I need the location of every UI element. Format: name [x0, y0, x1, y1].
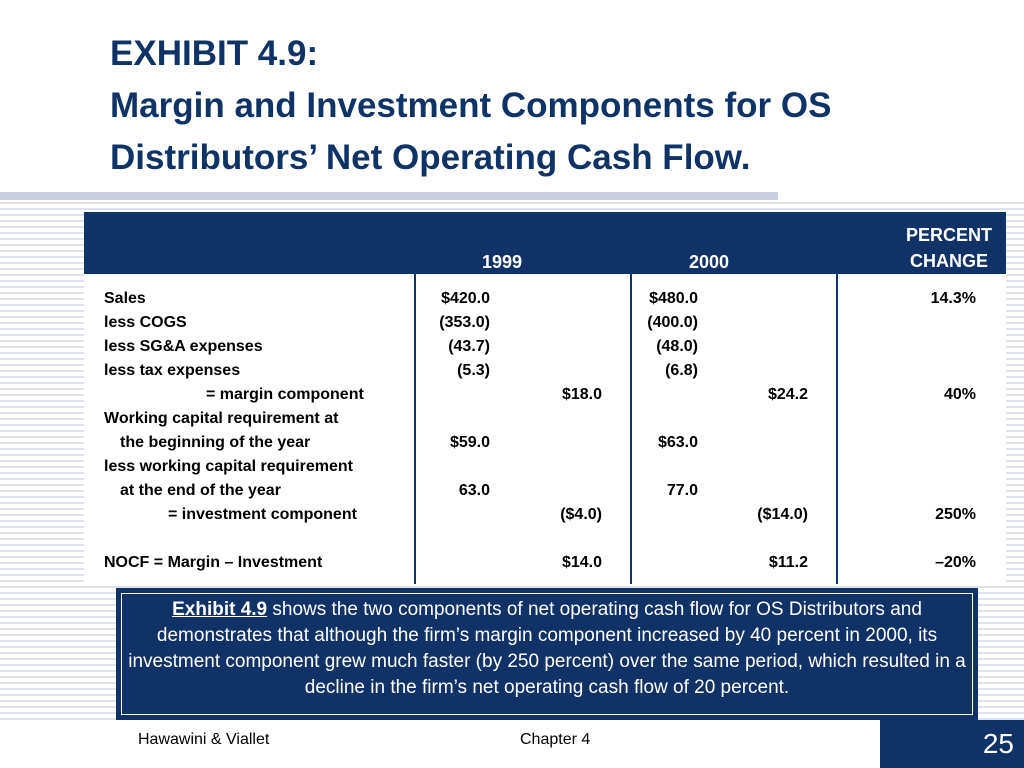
row-label: less tax expenses [104, 362, 241, 379]
header-2000: 2000 [689, 252, 730, 272]
cell-1999-total: ($4.0) [560, 506, 602, 523]
cell-percent-change: –20% [935, 554, 976, 571]
slide-title-line-1: EXHIBIT 4.9: [110, 34, 319, 73]
table-header: 1999 2000 PERCENT CHANGE [84, 212, 1006, 274]
row-label: Working capital requirement at [104, 410, 339, 427]
cell-2000-detail: (400.0) [647, 314, 698, 331]
footer [0, 720, 1024, 768]
cell-2000-total: $11.2 [768, 554, 808, 571]
cell-1999-detail: (353.0) [439, 314, 490, 331]
column-divider [414, 274, 416, 584]
cell-1999-detail: (5.3) [457, 362, 490, 379]
cell-2000-detail: 77.0 [666, 482, 698, 499]
slide-title: EXHIBIT 4.9: Margin and Investment Compo… [110, 28, 831, 184]
row-label: = investment component [168, 506, 357, 523]
cell-percent-change: 14.3% [930, 290, 976, 307]
footer-chapter: Chapter 4 [520, 731, 591, 748]
title-block: EXHIBIT 4.9: Margin and Investment Compo… [0, 0, 1024, 200]
cell-percent-change: 40% [943, 386, 976, 403]
cell-1999-detail: $420.0 [441, 290, 490, 307]
header-percent-label: PERCENT [905, 225, 992, 245]
cell-1999-detail: 63.0 [458, 482, 490, 499]
page-number-box: 25 [880, 720, 1024, 768]
header-change-label: CHANGE [909, 251, 988, 271]
header-percent-change: PERCENT CHANGE [906, 222, 992, 274]
table-row: less SG&A expenses (43.7) (48.0) [84, 338, 1006, 362]
table-row: Sales $420.0 $480.0 14.3% [84, 290, 1006, 314]
cell-percent-change: 250% [935, 506, 976, 523]
row-label: less COGS [104, 314, 187, 331]
cell-1999-detail: (43.7) [448, 338, 490, 355]
exhibit-table: 1999 2000 PERCENT CHANGE Sales $420.0 $4… [84, 212, 1006, 584]
row-label: the beginning of the year [120, 434, 311, 451]
header-1999: 1999 [482, 252, 523, 272]
row-label: less SG&A expenses [104, 338, 263, 355]
page-number: 25 [982, 728, 1014, 759]
slide-title-line-2: Margin and Investment Components for OS [110, 86, 832, 125]
table-row: less working capital requirement [84, 458, 1006, 482]
table-row: the beginning of the year $59.0 $63.0 [84, 434, 1006, 458]
table-row: = investment component ($4.0) ($14.0) 25… [84, 506, 1006, 530]
row-label: less working capital requirement [104, 458, 353, 475]
cell-2000-detail: (48.0) [656, 338, 698, 355]
row-label: Sales [104, 290, 146, 307]
cell-2000-detail: $480.0 [649, 290, 698, 307]
row-label: = margin component [206, 386, 364, 403]
cell-1999-total: $18.0 [561, 386, 602, 403]
slide-title-line-3: Distributors’ Net Operating Cash Flow. [110, 138, 751, 177]
cell-1999-detail: $59.0 [449, 434, 490, 451]
exhibit-note-body: shows the two components of net operatin… [128, 599, 966, 698]
table-row: = margin component $18.0 $24.2 40% [84, 386, 1006, 410]
column-divider [836, 274, 838, 584]
table-row: at the end of the year 63.0 77.0 [84, 482, 1006, 506]
table-row: less tax expenses (5.3) (6.8) [84, 362, 1006, 386]
title-divider [0, 192, 778, 200]
exhibit-note: Exhibit 4.9 shows the two components of … [116, 588, 978, 720]
cell-2000-total: ($14.0) [757, 506, 808, 523]
footer-authors: Hawawini & Viallet [138, 731, 270, 748]
table-row: NOCF = Margin – Investment $14.0 $11.2 –… [84, 554, 1006, 578]
cell-2000-detail: (6.8) [665, 362, 698, 379]
table-row: Working capital requirement at [84, 410, 1006, 434]
cell-1999-total: $14.0 [561, 554, 602, 571]
row-label: NOCF = Margin – Investment [104, 554, 323, 571]
cell-2000-detail: $63.0 [657, 434, 698, 451]
row-label: at the end of the year [120, 482, 281, 499]
column-divider [630, 274, 632, 584]
table-row: less COGS (353.0) (400.0) [84, 314, 1006, 338]
cell-2000-total: $24.2 [767, 386, 808, 403]
exhibit-note-link[interactable]: Exhibit 4.9 [172, 599, 268, 620]
exhibit-note-text: Exhibit 4.9 shows the two components of … [121, 593, 973, 715]
